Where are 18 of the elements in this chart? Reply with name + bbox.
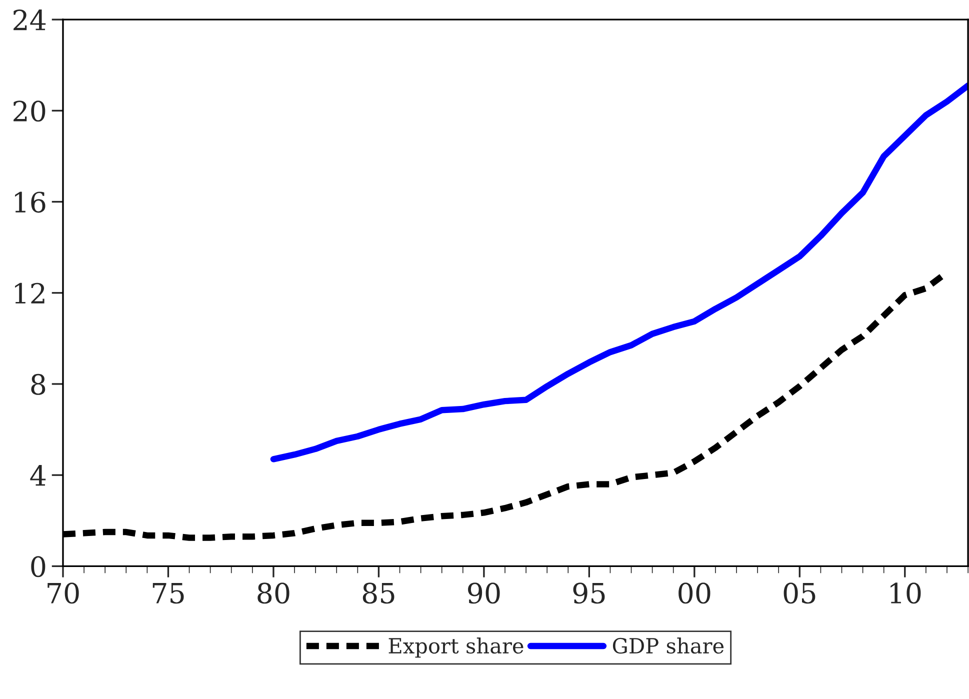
x-tick-label: 75 <box>152 583 184 604</box>
x-tick-label: 00 <box>678 582 710 604</box>
y-tick-label: 12 <box>15 282 44 304</box>
y-tick-label: 4 <box>30 465 46 486</box>
y-tick-label: 0 <box>31 556 46 578</box>
y-tick-label: 24 <box>14 10 46 30</box>
y-tick-label: 16 <box>15 192 46 213</box>
x-tick-label: 05 <box>784 582 816 604</box>
x-tick-label: 10 <box>890 582 921 604</box>
legend-label: GDP share <box>612 638 724 654</box>
x-tick-label: 95 <box>573 582 605 604</box>
x-tick-label: 80 <box>258 582 290 604</box>
y-tick-label: 20 <box>14 100 46 122</box>
x-tick-label: 85 <box>362 582 394 604</box>
x-tick-label: 90 <box>468 582 500 604</box>
x-tick-label: 70 <box>48 582 79 604</box>
legend-label: Export share <box>388 638 524 658</box>
y-tick-label: 8 <box>31 374 46 395</box>
